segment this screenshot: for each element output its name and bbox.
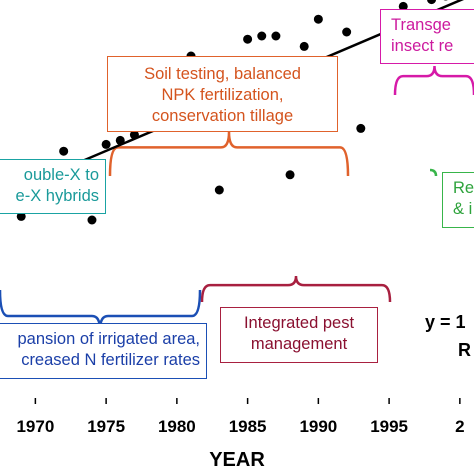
data-point — [214, 185, 224, 195]
data-point — [271, 31, 281, 41]
annotation-line: Transge — [391, 16, 451, 34]
data-point — [398, 1, 408, 11]
annotation-line: ouble-X to — [23, 166, 99, 184]
data-point — [16, 211, 26, 221]
annotation-line: conservation tillage — [151, 107, 294, 125]
bracket-integrated-pest-management — [200, 275, 392, 303]
bracket-green-partial — [429, 168, 438, 177]
annotation-line: pansion of irrigated area, — [17, 330, 200, 348]
annotation-line: Integrated pest — [243, 314, 355, 332]
data-point — [101, 139, 111, 149]
x-tick-label: 1990 — [299, 417, 337, 436]
data-point — [285, 170, 295, 180]
annotation-line: NPK fertilization, — [161, 86, 284, 104]
x-axis-ticks: 1970 1975 1980 1985 1990 1995 2 — [16, 398, 465, 436]
annotation-double-cross-hybrids: ouble-X to e-X hybrids — [0, 159, 106, 214]
annotation-transgenic: Transge insect re — [380, 9, 474, 64]
x-tick-label: 2 — [455, 417, 464, 436]
annotation-line: Re — [453, 179, 474, 197]
x-tick-label: 1975 — [87, 417, 125, 436]
data-point — [87, 215, 97, 225]
data-point — [342, 27, 352, 37]
annotation-line: & i — [453, 200, 473, 218]
data-point — [59, 146, 69, 156]
annotation-line: creased N fertilizer rates — [21, 351, 200, 369]
annotation-soil-testing: Soil testing, balanced NPK fertilization… — [107, 56, 338, 132]
data-point — [257, 31, 267, 41]
axis-labels: YEAR — [209, 449, 265, 471]
annotation-green-partial: Re & i — [442, 172, 474, 228]
x-tick-label: 1985 — [229, 417, 267, 436]
x-tick-label: 1995 — [370, 417, 408, 436]
annotation-irrigation-fertilizer: pansion of irrigated area, creased N fer… — [0, 323, 207, 379]
regression-equation: y = 1 — [425, 312, 466, 332]
data-point — [427, 0, 437, 5]
x-tick-label: 1980 — [158, 417, 196, 436]
data-point — [299, 41, 309, 51]
annotation-line: insect re — [391, 37, 454, 55]
x-tick-label: 1970 — [16, 417, 54, 436]
annotation-line: management — [250, 335, 348, 353]
annotation-integrated-pest-management: Integrated pest management — [220, 307, 378, 363]
data-point — [443, 0, 448, 1]
data-point — [243, 34, 253, 44]
bracket-transgenic — [393, 65, 474, 96]
annotation-line: Soil testing, balanced — [144, 65, 301, 83]
data-point — [356, 123, 366, 133]
brackets — [0, 65, 474, 331]
r-squared-label: R — [458, 340, 471, 360]
data-point — [313, 14, 323, 24]
bracket-soil-testing — [108, 131, 350, 177]
x-axis-label: YEAR — [209, 449, 265, 471]
annotation-line: e-X hybrids — [15, 187, 99, 205]
